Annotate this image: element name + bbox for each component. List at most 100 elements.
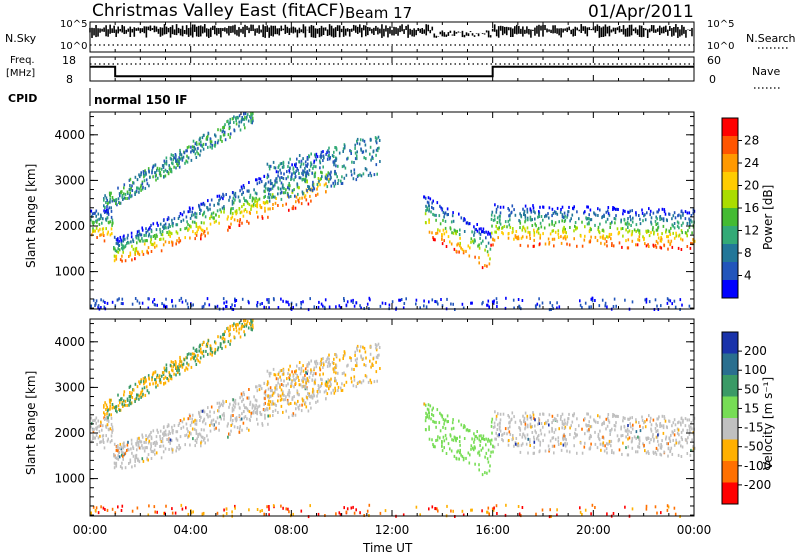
rti-cell [139,239,142,243]
rti-cell [309,188,312,192]
nave-tick-top: 60 [707,54,721,67]
rti-cell [160,249,163,253]
rti-cell [98,217,100,221]
rti-cell [378,346,381,349]
rti-cell [280,378,282,382]
rti-cell [452,231,455,235]
rti-cell [476,430,478,433]
rti-cell [434,507,436,510]
rti-cell [95,209,98,213]
rti-cell [267,207,269,211]
rti-cell [185,299,187,303]
rti-cell [277,411,279,414]
power-ylabel: Slant Range [km] [24,164,38,268]
rti-cell [230,306,232,309]
rti-cell [206,413,209,417]
rti-cell [250,120,253,124]
rti-cell [424,196,427,200]
rti-cell [252,411,255,415]
rti-cell [134,459,136,463]
rti-cell [301,177,304,181]
rti-cell [205,142,207,146]
rti-cell [441,444,443,448]
rti-cell [289,391,291,395]
rti-cell [266,173,269,177]
rti-cell [127,440,129,444]
rti-cell [240,210,243,214]
rti-cell [606,424,609,428]
rti-cell [566,213,569,217]
rti-cell [163,175,165,179]
rti-cell [362,357,365,361]
rti-cell [496,301,498,305]
rti-cell [475,435,477,438]
rti-cell [370,138,372,142]
rti-cell [365,364,367,368]
rti-cell [218,421,220,425]
rti-cell [330,377,332,381]
rti-cell [141,187,144,191]
rti-cell [142,459,145,463]
rti-cell [540,225,543,229]
y-tick-label: 2000 [54,219,85,233]
rti-cell [172,224,174,228]
rti-cell [684,217,687,221]
y-tick-label: 1000 [54,265,85,279]
rti-cell [307,171,309,175]
rti-cell [94,229,96,233]
rti-cell [189,417,191,420]
rti-cell [214,140,217,144]
rti-cell [140,188,142,192]
rti-cell [661,414,664,418]
rti-cell [141,180,144,184]
rti-cell [581,244,584,248]
rti-cell [428,437,431,441]
rti-cell [256,210,258,214]
rti-cell [111,425,114,429]
rti-cell [680,436,683,440]
rti-cell [155,435,158,439]
rti-cell [632,423,634,427]
rti-cell [507,236,510,240]
rti-cell [327,381,329,385]
rti-cell [156,375,158,379]
rti-cell [301,397,304,401]
rti-cell [126,242,128,245]
rti-cell [345,380,348,384]
rti-cell [222,197,224,201]
rti-cell [182,425,185,429]
rti-cell [598,231,601,235]
rti-cell [227,133,230,137]
rti-cell [660,236,662,239]
rti-cell [342,150,344,153]
rti-cell [472,446,474,450]
rti-cell [519,419,521,423]
rti-cell [303,177,305,181]
rti-cell [193,352,196,356]
rti-cell [227,228,229,232]
rti-cell [384,302,387,306]
rti-cell [656,228,659,232]
rti-cell [465,456,467,460]
rti-cell [669,299,672,303]
rti-cell [554,437,557,441]
rti-cell [203,340,205,344]
rti-cell [229,324,231,328]
rti-cell [264,401,266,405]
rti-cell [612,415,614,418]
rti-cell [203,133,205,137]
rti-cell [254,407,256,411]
rti-cell [631,416,633,420]
colorbar-tick-label: -200 [744,478,771,492]
rti-cell [617,439,620,443]
rti-cell [142,377,145,381]
rti-cell [548,413,551,417]
rti-cell [335,371,337,375]
rti-cell [690,448,692,452]
rti-cell [524,213,526,217]
rti-cell [425,411,427,415]
rti-cell [584,301,587,305]
rti-cell [588,230,591,234]
rti-cell [660,246,663,250]
rti-cell [437,435,439,439]
